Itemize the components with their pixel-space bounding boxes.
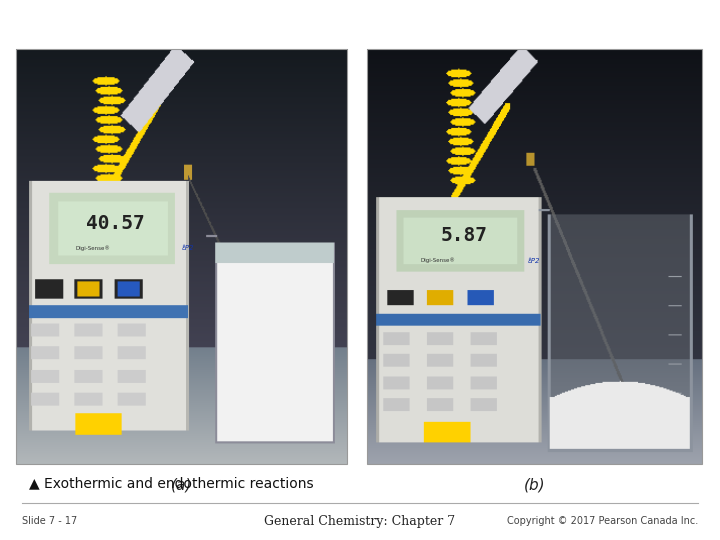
- Text: ▲ Exothermic and endothermic reactions: ▲ Exothermic and endothermic reactions: [29, 476, 313, 490]
- Text: Copyright © 2017 Pearson Canada Inc.: Copyright © 2017 Pearson Canada Inc.: [507, 516, 698, 526]
- Text: Digi-Sense®: Digi-Sense®: [420, 258, 456, 264]
- Text: Slide 7 - 17: Slide 7 - 17: [22, 516, 77, 526]
- Text: 40.57: 40.57: [86, 214, 145, 233]
- Text: (b): (b): [523, 478, 546, 493]
- Text: ε̂P2: ε̂P2: [528, 258, 541, 264]
- Text: Digi-Sense®: Digi-Sense®: [76, 245, 110, 251]
- Text: ε̂P2: ε̂P2: [181, 245, 194, 251]
- Text: 5.87: 5.87: [441, 226, 487, 245]
- Text: General Chemistry: Chapter 7: General Chemistry: Chapter 7: [264, 515, 456, 528]
- Text: (a): (a): [171, 478, 192, 493]
